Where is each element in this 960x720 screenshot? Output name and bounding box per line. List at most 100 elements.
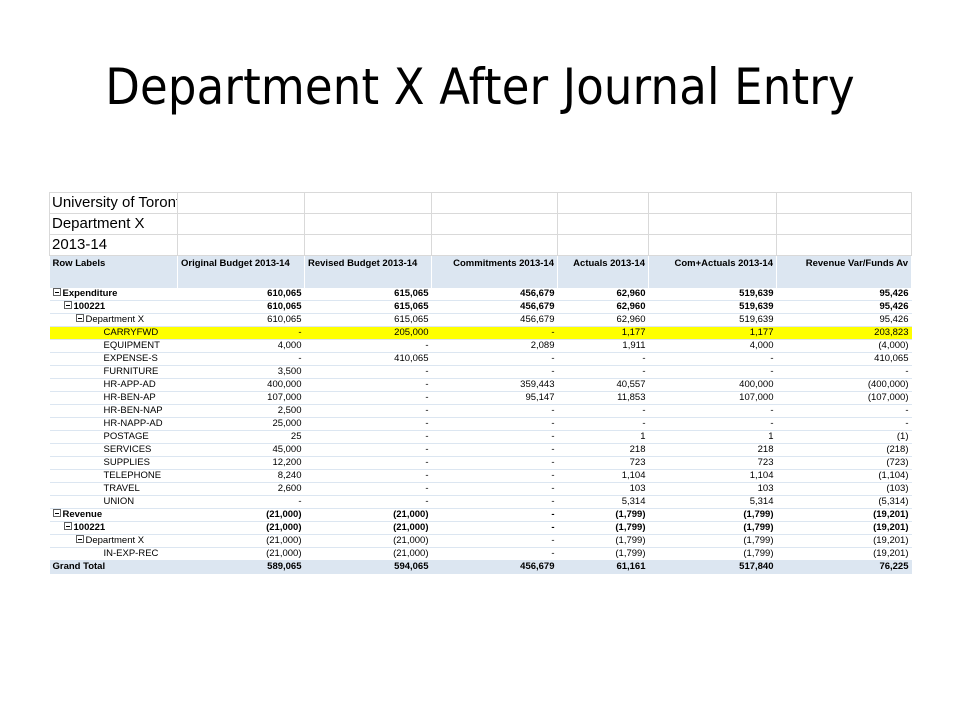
column-header-original-budget[interactable]: Original Budget 2013-14 xyxy=(177,255,305,288)
value-cell[interactable]: 4,000 xyxy=(648,339,777,353)
value-cell[interactable]: - xyxy=(431,430,558,444)
value-cell[interactable]: - xyxy=(177,352,305,366)
row-label-cell[interactable]: 100221 xyxy=(49,521,178,535)
value-cell[interactable]: 1 xyxy=(648,430,777,444)
value-cell[interactable]: - xyxy=(431,456,558,470)
value-cell[interactable]: (19,201) xyxy=(776,534,912,548)
value-cell[interactable]: 62,960 xyxy=(557,300,649,314)
value-cell[interactable]: 400,000 xyxy=(177,378,305,392)
value-cell[interactable]: 218 xyxy=(557,443,649,457)
value-cell[interactable]: 610,065 xyxy=(177,313,305,327)
value-cell[interactable]: (1,799) xyxy=(557,521,649,535)
value-cell[interactable]: - xyxy=(304,339,432,353)
value-cell[interactable]: 1 xyxy=(557,430,649,444)
value-cell[interactable]: 95,426 xyxy=(776,288,912,301)
row-label-cell[interactable]: Department X xyxy=(49,534,178,548)
value-cell[interactable]: 2,500 xyxy=(177,404,305,418)
value-cell[interactable]: - xyxy=(304,365,432,379)
value-cell[interactable]: (21,000) xyxy=(177,521,305,535)
value-cell[interactable]: 2,600 xyxy=(177,482,305,496)
value-cell[interactable]: 5,314 xyxy=(648,495,777,509)
value-cell[interactable]: 359,443 xyxy=(431,378,558,392)
row-label-cell[interactable]: Expenditure xyxy=(49,288,178,301)
row-label-cell[interactable]: UNION xyxy=(49,495,178,509)
value-cell[interactable]: (21,000) xyxy=(304,521,432,535)
value-cell[interactable]: (1,799) xyxy=(648,521,777,535)
value-cell[interactable]: 61,161 xyxy=(557,560,649,574)
value-cell[interactable]: (107,000) xyxy=(776,391,912,405)
value-cell[interactable]: - xyxy=(431,534,558,548)
value-cell[interactable]: 456,679 xyxy=(431,313,558,327)
column-header-com-actuals[interactable]: Com+Actuals 2013-14 xyxy=(648,255,777,288)
value-cell[interactable]: (1,799) xyxy=(648,508,777,522)
column-header-commitments[interactable]: Commitments 2013-14 xyxy=(431,255,558,288)
value-cell[interactable]: (21,000) xyxy=(304,534,432,548)
row-label-cell[interactable]: TRAVEL xyxy=(49,482,178,496)
value-cell[interactable]: 4,000 xyxy=(177,339,305,353)
value-cell[interactable]: - xyxy=(431,469,558,483)
value-cell[interactable]: 8,240 xyxy=(177,469,305,483)
collapse-toggle-icon[interactable] xyxy=(75,314,84,323)
value-cell[interactable]: - xyxy=(431,417,558,431)
value-cell[interactable]: 519,639 xyxy=(648,313,777,327)
value-cell[interactable]: (21,000) xyxy=(177,547,305,561)
value-cell[interactable]: (1,104) xyxy=(776,469,912,483)
collapse-toggle-icon[interactable] xyxy=(52,509,61,518)
value-cell[interactable]: 400,000 xyxy=(648,378,777,392)
collapse-toggle-icon[interactable] xyxy=(63,522,72,531)
collapse-toggle-icon[interactable] xyxy=(52,288,61,297)
value-cell[interactable]: 95,147 xyxy=(431,391,558,405)
value-cell[interactable]: 615,065 xyxy=(304,300,432,314)
value-cell[interactable]: 62,960 xyxy=(557,288,649,301)
report-header-institution[interactable]: University of Toronto Scarborough xyxy=(49,192,178,214)
value-cell[interactable]: 610,065 xyxy=(177,288,305,301)
value-cell[interactable]: 456,679 xyxy=(431,300,558,314)
value-cell[interactable]: 11,853 xyxy=(557,391,649,405)
value-cell[interactable]: 519,639 xyxy=(648,300,777,314)
value-cell[interactable]: 5,314 xyxy=(557,495,649,509)
value-cell[interactable]: 1,177 xyxy=(557,326,649,340)
report-header-department[interactable]: Department X xyxy=(49,213,178,235)
value-cell[interactable]: 610,065 xyxy=(177,300,305,314)
column-header-actuals[interactable]: Actuals 2013-14 xyxy=(557,255,649,288)
value-cell[interactable]: 205,000 xyxy=(304,326,432,340)
value-cell[interactable]: 103 xyxy=(648,482,777,496)
column-header-row-labels[interactable]: Row Labels xyxy=(49,255,178,288)
row-label-cell[interactable]: EQUIPMENT xyxy=(49,339,178,353)
row-label-cell[interactable]: TELEPHONE xyxy=(49,469,178,483)
value-cell[interactable]: 410,065 xyxy=(776,352,912,366)
value-cell[interactable]: - xyxy=(304,482,432,496)
value-cell[interactable]: 76,225 xyxy=(776,560,912,574)
value-cell[interactable]: - xyxy=(648,365,777,379)
value-cell[interactable]: 1,104 xyxy=(557,469,649,483)
report-header-year[interactable]: 2013-14 xyxy=(49,234,178,256)
value-cell[interactable]: (1,799) xyxy=(557,547,649,561)
collapse-toggle-icon[interactable] xyxy=(63,301,72,310)
value-cell[interactable]: (723) xyxy=(776,456,912,470)
value-cell[interactable]: - xyxy=(776,417,912,431)
row-label-cell[interactable]: HR-APP-AD xyxy=(49,378,178,392)
value-cell[interactable]: - xyxy=(557,352,649,366)
value-cell[interactable]: 723 xyxy=(557,456,649,470)
row-label-cell[interactable]: HR-BEN-NAP xyxy=(49,404,178,418)
value-cell[interactable]: - xyxy=(304,378,432,392)
value-cell[interactable]: - xyxy=(431,521,558,535)
value-cell[interactable]: - xyxy=(304,495,432,509)
row-label-cell[interactable]: EXPENSE-S xyxy=(49,352,178,366)
value-cell[interactable]: - xyxy=(648,352,777,366)
value-cell[interactable]: 12,200 xyxy=(177,456,305,470)
value-cell[interactable]: - xyxy=(776,365,912,379)
value-cell[interactable]: - xyxy=(431,547,558,561)
value-cell[interactable]: 1,177 xyxy=(648,326,777,340)
value-cell[interactable]: 25,000 xyxy=(177,417,305,431)
value-cell[interactable]: (21,000) xyxy=(304,508,432,522)
value-cell[interactable]: 589,065 xyxy=(177,560,305,574)
value-cell[interactable]: (4,000) xyxy=(776,339,912,353)
value-cell[interactable]: 218 xyxy=(648,443,777,457)
value-cell[interactable]: - xyxy=(431,482,558,496)
row-label-cell[interactable]: Revenue xyxy=(49,508,178,522)
value-cell[interactable]: 95,426 xyxy=(776,300,912,314)
value-cell[interactable]: (1,799) xyxy=(557,534,649,548)
value-cell[interactable]: 456,679 xyxy=(431,560,558,574)
value-cell[interactable]: 3,500 xyxy=(177,365,305,379)
